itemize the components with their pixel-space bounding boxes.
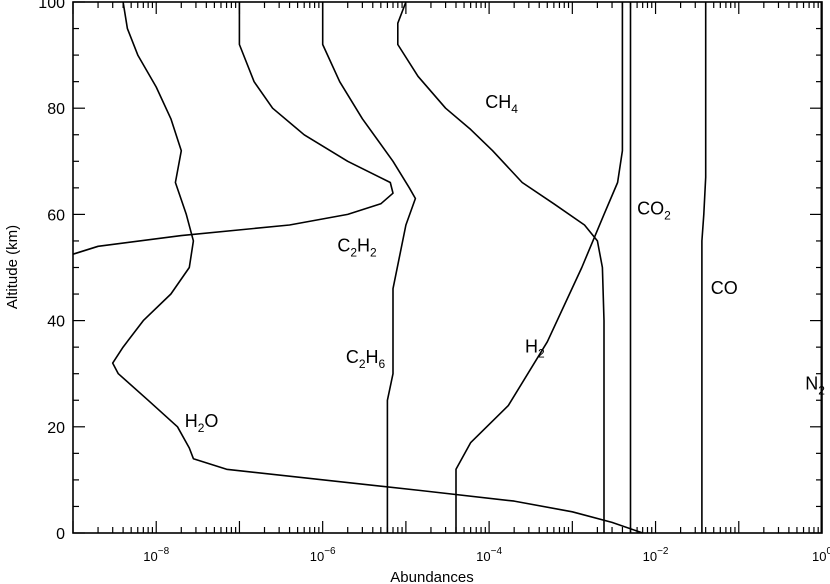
plot-area-border: [72, 1, 823, 534]
co2-label: CO2: [637, 198, 671, 222]
c2h2-curve: [72, 2, 394, 255]
x-tick-label: 10−8: [143, 546, 169, 564]
c2h6-label: C2H6: [346, 347, 386, 371]
c2h6-curve: [321, 2, 417, 533]
y-tick-label: 20: [47, 420, 65, 437]
h2o-label: H2O: [185, 411, 219, 435]
plot-frame: [72, 1, 823, 534]
y-axis-label: Altitude (km): [4, 225, 21, 309]
c2h2-label: C2H2: [337, 236, 377, 260]
x-tick-label: 10−6: [310, 546, 336, 564]
h2o-curve: [111, 1, 643, 534]
n2-label: N2: [805, 374, 825, 398]
ch4-curve: [397, 1, 605, 533]
y-tick-label: 100: [38, 0, 65, 12]
x-tick-label: 100: [812, 546, 830, 564]
h2-curve: [455, 2, 624, 533]
co-curve: [701, 2, 707, 533]
ch4-label: CH4: [485, 92, 518, 116]
y-tick-label: 0: [56, 526, 65, 543]
y-tick-label: 40: [47, 314, 65, 331]
series-curves: [72, 1, 823, 534]
co-label: CO: [711, 278, 738, 298]
x-axis-label: Abundances: [390, 569, 473, 584]
h2-label: H2: [525, 336, 545, 360]
y-tick-label: 80: [47, 101, 65, 118]
x-tick-label: 10−4: [476, 546, 502, 564]
series-labels: H2O C2H2 C2H6 CH4 H2 CO2 CO N2: [185, 92, 826, 435]
y-tick-label: 60: [47, 207, 65, 224]
x-tick-label: 10−2: [643, 546, 669, 564]
axis-ticks: 0 20 40 60 80 100 10−8 10−6 10−4 10−2 100: [38, 0, 830, 564]
